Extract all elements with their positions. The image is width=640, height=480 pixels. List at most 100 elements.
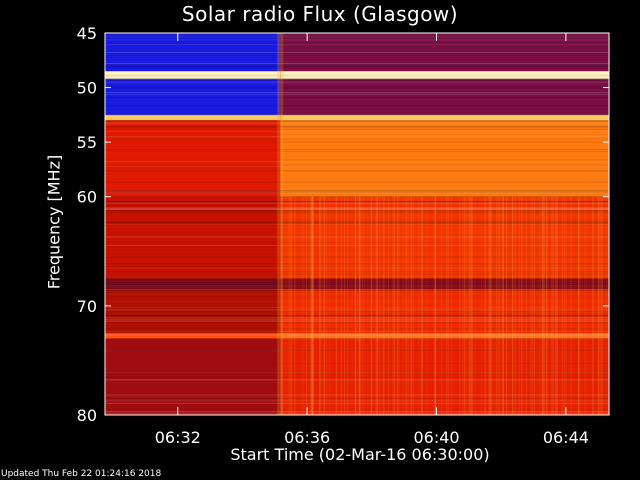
band-before-4 [105,120,281,197]
texture-column [489,196,491,415]
texture-line [105,350,609,352]
texture-line [105,289,609,291]
texture-line [105,285,609,287]
y-tick-label: 70 [77,297,97,316]
texture-line [105,118,609,120]
band-before-5 [105,196,281,279]
axis-ticks: 45 50 55 60 70 80 06:32 06:36 06:40 06:44 [77,24,609,447]
texture-column [599,196,601,415]
texture-column [545,196,547,415]
texture-column [551,196,553,415]
texture-column [489,196,491,415]
texture-line [105,244,609,246]
texture-column [326,196,328,415]
texture-column [578,196,580,415]
texture-column [357,196,359,415]
texture-line [105,250,609,252]
texture-column [407,196,409,415]
texture-line [105,402,609,404]
texture-line [105,372,609,374]
texture-line [105,120,609,122]
texture-line [105,316,609,318]
texture-column [384,196,386,415]
texture-line [105,52,609,54]
texture-line [105,54,609,56]
texture-column [396,196,398,415]
texture-line [105,256,609,258]
texture-line [105,400,609,402]
texture-column [421,196,423,415]
texture-column [355,196,357,415]
texture-line [105,63,609,65]
texture-line [105,85,609,87]
texture-column [310,196,312,415]
texture-column [398,196,400,415]
texture-column [324,196,326,415]
texture-line [105,201,609,203]
band-before-0 [105,33,281,72]
texture-column [288,196,290,415]
texture-column [417,196,419,415]
texture-line [105,208,609,210]
texture-line [105,161,609,163]
texture-line [105,141,609,143]
texture-line [105,192,609,194]
texture-column [411,196,413,415]
texture-column [542,196,544,415]
texture-line [105,105,609,107]
texture-line [105,207,609,209]
texture-line [105,165,609,167]
texture-line [105,333,609,335]
texture-column [530,196,532,415]
texture-column [421,196,423,415]
texture-line [105,136,609,138]
texture-line [105,220,609,222]
texture-column [466,196,468,415]
texture-line [105,159,609,161]
texture-line [105,334,609,336]
texture-column [435,196,437,415]
texture-line [105,395,609,397]
texture-line [105,267,609,269]
texture-column [318,196,320,415]
texture-column [335,196,337,415]
texture-column [469,196,471,415]
texture-line [105,190,609,192]
texture-line [105,64,609,66]
texture-column [359,196,361,415]
texture-line [105,151,609,153]
texture-column [391,196,393,415]
texture-line [105,128,609,130]
texture-line [105,63,609,65]
texture-line [105,411,609,413]
texture-line [105,64,609,66]
texture-column [600,196,602,415]
texture-column [484,196,486,415]
texture-column [375,196,377,415]
texture-column [543,196,545,415]
texture-column [329,196,331,415]
texture-line [105,209,609,211]
texture-line [105,126,609,128]
texture-column [550,196,552,415]
texture-column [344,196,346,415]
texture-column [447,196,449,415]
texture-line [105,201,609,203]
texture-column [491,196,493,415]
texture-column [598,196,600,415]
texture-line [105,350,609,352]
texture-line [105,44,609,46]
texture-column [319,196,321,415]
texture-column [541,196,543,415]
texture-column [481,196,483,415]
texture-line [105,78,609,80]
texture-line [105,291,609,293]
texture-line [105,65,609,67]
y-tick-label: 60 [77,188,97,207]
texture-column [468,196,470,415]
texture-line [105,328,609,330]
texture-line [105,289,609,291]
texture-line [105,311,609,313]
texture-column [370,196,372,415]
texture-column [393,196,395,415]
